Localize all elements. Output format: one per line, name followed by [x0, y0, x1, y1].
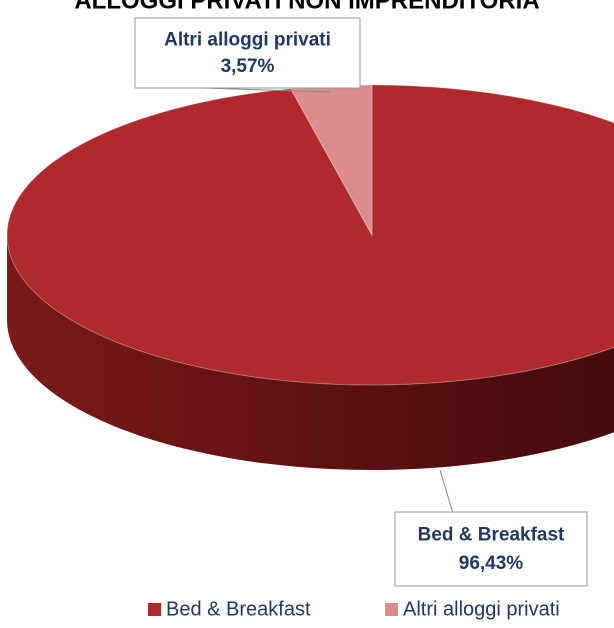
chart-title: ALLOGGI PRIVATI NON IMPRENDITORIA: [74, 0, 539, 14]
label-value: 3,57%: [221, 56, 275, 77]
legend: Bed & Breakfast Altri alloggi privati: [148, 598, 560, 620]
label-box: [394, 511, 588, 587]
legend-label: Bed & Breakfast: [166, 598, 311, 620]
pie-slice: [6, 84, 614, 386]
pie-side: [7, 235, 614, 470]
pie: [6, 84, 614, 470]
label-box: [134, 17, 361, 89]
legend-swatch: [148, 603, 161, 616]
leader-line: [202, 87, 331, 93]
label-name: Bed & Breakfast: [418, 525, 565, 546]
label-value: 96,43%: [459, 553, 524, 574]
label-name: Altri alloggi privati: [164, 29, 331, 50]
legend-swatch: [385, 603, 398, 616]
legend-label: Altri alloggi privati: [403, 598, 560, 620]
data-labels: Bed & Breakfast 96,43% Altri alloggi priva…: [134, 17, 588, 587]
leader-line: [439, 469, 454, 513]
